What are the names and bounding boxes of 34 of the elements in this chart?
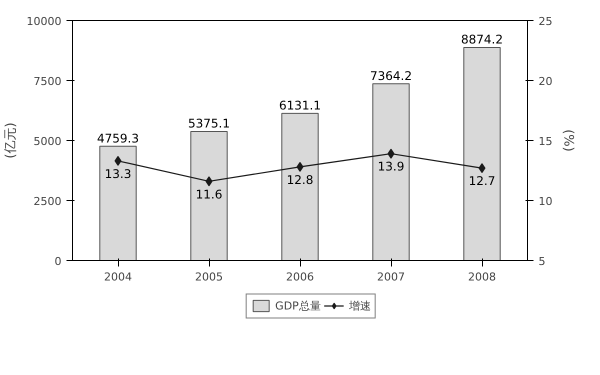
bar [463,47,501,260]
data-label: 6131.1 [279,98,322,112]
x-tick-label: 2008 [468,270,496,284]
x-tick-label: 2005 [195,270,224,284]
data-label: 12.8 [286,172,314,187]
legend-label: 增速 [348,298,371,313]
y-axis-title: (亿元) [4,122,19,159]
data-label: 13.9 [378,160,404,174]
legend-label: GDP总量 [275,298,321,313]
data-label: 12.7 [468,174,496,188]
y-tick-label: 0 [54,255,62,268]
y2-axis-title: (%) [560,129,576,152]
data-label: 11.6 [196,187,222,202]
y2-tick-label: 25 [538,15,552,28]
data-label: 4759.3 [97,131,140,146]
y-tick-label: 2500 [34,195,62,208]
data-label: 13.3 [104,166,132,181]
y2-tick-label: 10 [538,195,552,208]
data-label: 8874.2 [461,32,504,47]
x-tick-label: 2007 [377,270,406,284]
data-label: 7364.2 [370,68,412,83]
y2-tick-label: 5 [538,255,546,268]
bar [281,112,319,260]
bar [372,83,410,260]
x-tick-label: 2006 [286,270,314,284]
y-tick-label: 7500 [34,75,62,88]
data-label: 5375.1 [188,116,230,130]
y-tick-label: 10000 [26,15,62,28]
y-tick-label: 5000 [34,135,62,148]
x-tick-label: 2004 [104,270,132,284]
y2-tick-label: 15 [538,135,552,148]
bar [99,146,137,260]
bar [190,131,228,260]
y2-tick-label: 20 [538,75,552,88]
